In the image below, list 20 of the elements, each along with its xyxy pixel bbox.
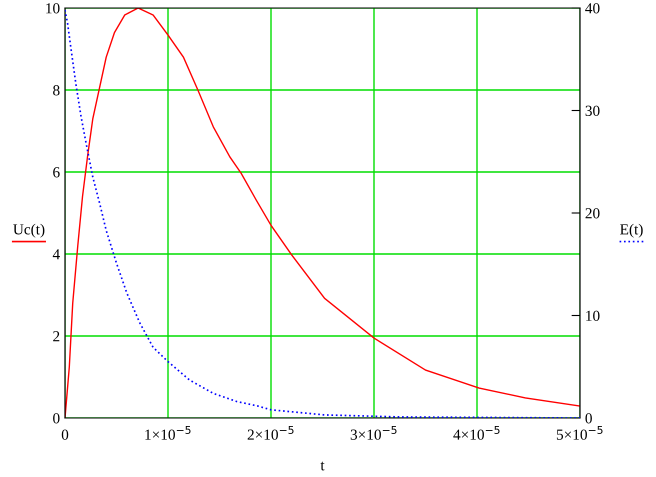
x-tick-label: 5×10$^{−5}$	[556, 426, 603, 440]
x-tick-label: 4×10$^{−5}$	[453, 426, 500, 440]
x-tick-label: 3×10$^{−5}$	[350, 426, 397, 440]
y2-tick-label: 40	[585, 3, 600, 14]
x-tick-label: 0	[62, 430, 68, 440]
x-tick-label: 2×10$^{−5}$	[248, 426, 294, 440]
y2-tick-label: 30	[586, 106, 600, 116]
y2-axis-title: E(t)	[620, 224, 643, 238]
y-tick-label: 0	[53, 413, 60, 424]
y-tick-label: 4	[52, 249, 60, 260]
y-axis-title: Uc(t)	[13, 224, 44, 238]
y-tick-label: 10	[46, 3, 60, 14]
y2-tick-label: 0	[585, 413, 592, 424]
y-tick-label: 2	[53, 331, 60, 342]
y2-tick-label: 20	[586, 208, 600, 218]
x-tick-label: 1×10$^{−5}$	[145, 426, 191, 440]
x-axis-title: t	[320, 462, 325, 470]
y-tick-label: 8	[53, 85, 60, 96]
y2-tick-label: 10	[586, 310, 600, 321]
y-tick-label: 6	[53, 167, 60, 178]
